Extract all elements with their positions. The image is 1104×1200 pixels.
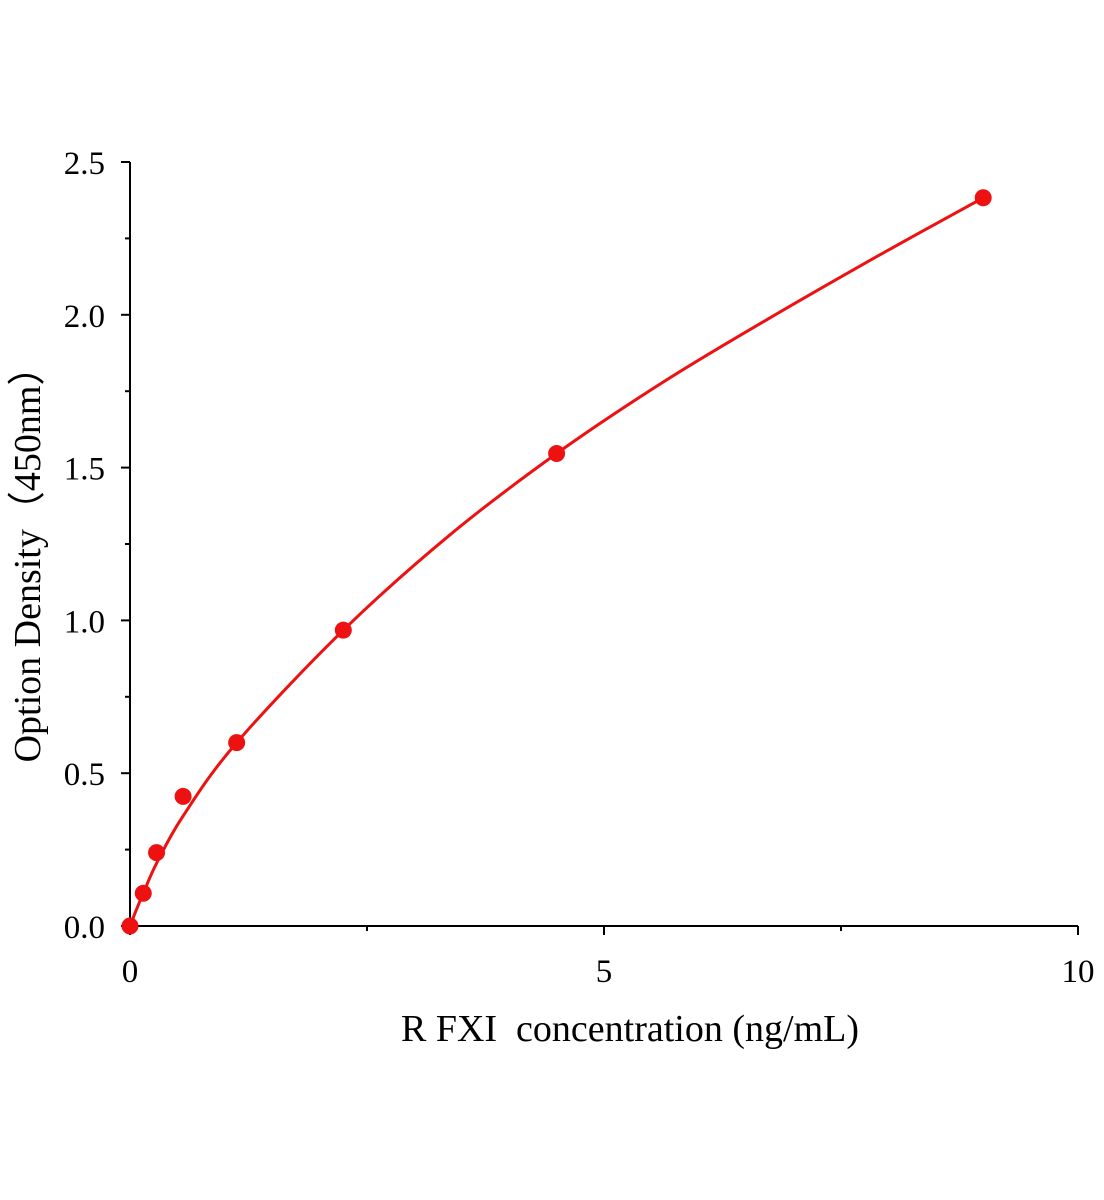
x-tick-label: 0	[122, 954, 139, 990]
ticks	[121, 161, 1079, 935]
data-point-1	[134, 884, 152, 902]
tick-labels: 0.0 0.5 1.0 1.5 2.0 2.5 0 5 10	[64, 146, 1095, 990]
y-tick-label: 1.5	[64, 452, 105, 488]
data-point-4	[228, 734, 246, 752]
y-axis-title: Option Density（450nm）	[7, 348, 49, 763]
data-point-7	[974, 189, 992, 207]
x-tick-label: 5	[596, 954, 613, 990]
y-tick-label: 0.0	[64, 910, 105, 946]
y-tick-label: 2.0	[64, 299, 105, 335]
data-point-3	[174, 787, 192, 805]
fit-curve	[128, 196, 984, 927]
y-tick-label: 1.0	[64, 604, 105, 640]
data-point-0	[121, 917, 139, 935]
data-point-6	[548, 445, 566, 463]
y-tick-label: 0.5	[64, 757, 105, 793]
x-axis-title: R FXI concentration (ng/mL)	[401, 1008, 859, 1050]
y-tick-label: 2.5	[64, 146, 105, 182]
data-point-2	[148, 844, 166, 862]
data-point-5	[334, 621, 352, 639]
axes	[129, 162, 1078, 927]
data-points	[121, 189, 992, 935]
x-tick-label: 10	[1062, 954, 1095, 990]
